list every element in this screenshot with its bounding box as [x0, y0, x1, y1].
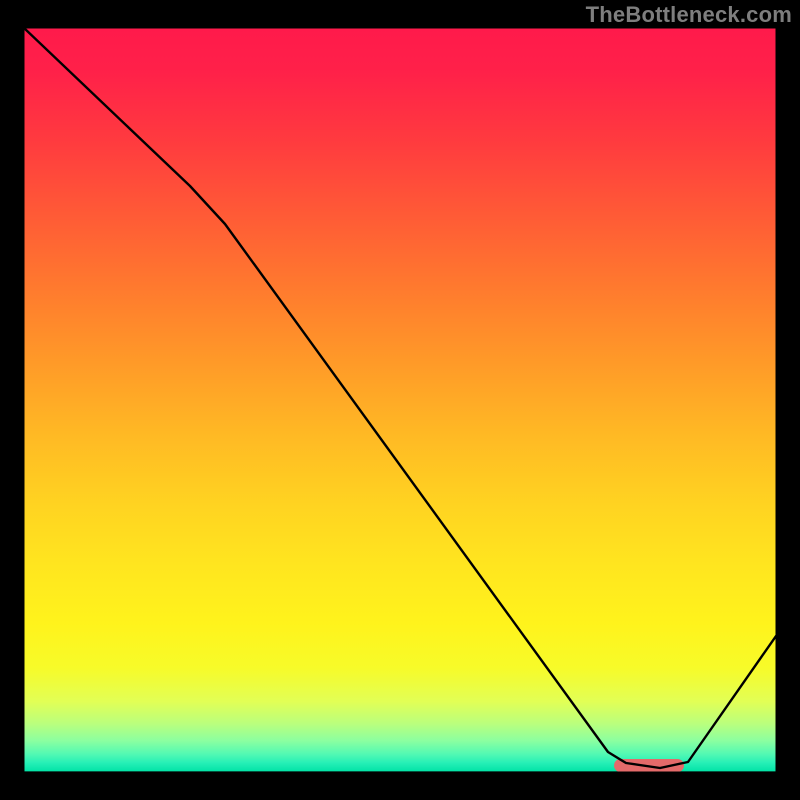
plot-area	[24, 28, 776, 772]
bottleneck-chart	[0, 0, 800, 800]
chart-stage: TheBottleneck.com	[0, 0, 800, 800]
